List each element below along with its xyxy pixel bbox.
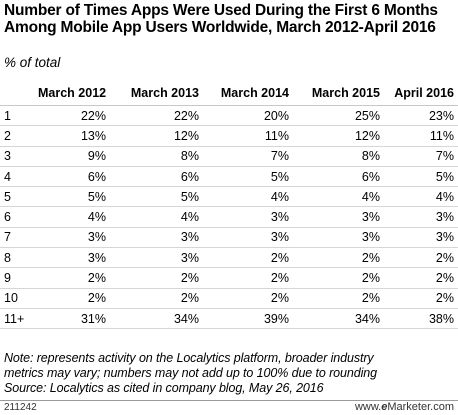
notes: Note: represents activity on the Localyt… [4, 351, 456, 396]
table-cell: 34% [289, 308, 380, 330]
table-cell: 31% [38, 308, 109, 330]
table-cell: 4% [199, 186, 289, 208]
row-label: 9 [0, 267, 38, 289]
table-cell: 3% [38, 247, 109, 269]
table-row: 9 2% 2% 2% 2% 2% [0, 267, 458, 289]
table-cell: 5% [109, 186, 199, 208]
table-row: 8 3% 3% 2% 2% 2% [0, 247, 458, 269]
note-line: metrics may vary; numbers may not add up… [4, 366, 377, 380]
table-cell: 39% [199, 308, 289, 330]
table-cell: 2% [199, 247, 289, 269]
table-cell: 4% [109, 206, 199, 228]
table-cell: 2% [38, 288, 109, 309]
table-cell: 5% [199, 166, 289, 188]
column-header: March 2015 [289, 81, 380, 106]
table-cell: 5% [380, 166, 458, 188]
table-row: 4 6% 6% 5% 6% 5% [0, 166, 458, 188]
column-header: April 2016 [380, 81, 458, 106]
header-row: March 2012 March 2013 March 2014 March 2… [0, 81, 458, 106]
table-row: 10 2% 2% 2% 2% 2% [0, 288, 458, 309]
table-row: 1 22% 22% 20% 25% 23% [0, 105, 458, 127]
table-cell: 22% [109, 105, 199, 127]
table-cell: 11% [380, 125, 458, 147]
brand-prefix: www. [354, 401, 382, 413]
table-row: 3 9% 8% 7% 8% 7% [0, 146, 458, 167]
table-cell: 4% [38, 206, 109, 228]
table-cell: 2% [109, 267, 199, 289]
table-cell: 2% [380, 267, 458, 289]
table-cell: 2% [380, 247, 458, 269]
table-cell: 3% [289, 206, 380, 228]
table-cell: 22% [38, 105, 109, 127]
row-label: 11+ [0, 308, 38, 330]
table-cell: 34% [109, 308, 199, 330]
table-cell: 6% [38, 166, 109, 188]
table-cell: 25% [289, 105, 380, 127]
chart-title: Number of Times Apps Were Used During th… [4, 2, 438, 36]
table-row: 7 3% 3% 3% 3% 3% [0, 227, 458, 249]
table-cell: 2% [38, 267, 109, 289]
table-cell: 8% [289, 146, 380, 167]
table-cell: 2% [289, 247, 380, 269]
table-cell: 9% [38, 146, 109, 167]
table-cell: 3% [380, 206, 458, 228]
row-label: 4 [0, 166, 38, 188]
table-cell: 2% [289, 267, 380, 289]
table-cell: 5% [38, 186, 109, 208]
table-row: 2 13% 12% 11% 12% 11% [0, 125, 458, 147]
table-cell: 3% [199, 227, 289, 249]
table-cell: 7% [380, 146, 458, 167]
table-cell: 38% [380, 308, 458, 330]
column-header: March 2013 [109, 81, 199, 106]
table-row: 6 4% 4% 3% 3% 3% [0, 206, 458, 228]
table-cell: 12% [109, 125, 199, 147]
table-cell: 7% [199, 146, 289, 167]
table-cell: 3% [38, 227, 109, 249]
source-line: Source: Localytics as cited in company b… [4, 381, 324, 395]
table-cell: 2% [199, 267, 289, 289]
row-label: 1 [0, 105, 38, 127]
table-cell: 2% [109, 288, 199, 309]
row-label: 7 [0, 227, 38, 249]
table-cell: 13% [38, 125, 109, 147]
table-row: 11+ 31% 34% 39% 34% 38% [0, 308, 458, 330]
table-cell: 2% [199, 288, 289, 309]
table-cell: 3% [109, 247, 199, 269]
row-label: 3 [0, 146, 38, 167]
row-label: 6 [0, 206, 38, 228]
data-table: March 2012 March 2013 March 2014 March 2… [0, 81, 458, 330]
table-cell: 11% [199, 125, 289, 147]
table-cell: 12% [289, 125, 380, 147]
table-cell: 3% [109, 227, 199, 249]
table-cell: 20% [199, 105, 289, 127]
row-label: 8 [0, 247, 38, 269]
header-corner [0, 81, 38, 106]
note-line: Note: represents activity on the Localyt… [4, 351, 374, 365]
footer-divider [0, 400, 458, 401]
table-cell: 2% [289, 288, 380, 309]
table-cell: 6% [289, 166, 380, 188]
table-cell: 3% [199, 206, 289, 228]
table-cell: 3% [380, 227, 458, 249]
brand-e: e [381, 401, 388, 413]
brand-logo: www.eMarketer.com [355, 401, 454, 413]
table-cell: 6% [109, 166, 199, 188]
chart-subtitle: % of total [4, 55, 61, 70]
table-cell: 23% [380, 105, 458, 127]
table-cell: 2% [380, 288, 458, 309]
table-cell: 8% [109, 146, 199, 167]
table-cell: 3% [289, 227, 380, 249]
column-header: March 2012 [38, 81, 109, 106]
brand-name: Marketer.com [387, 401, 454, 413]
chart-id: 211242 [4, 402, 37, 413]
row-label: 5 [0, 186, 38, 208]
table-cell: 4% [380, 186, 458, 208]
row-label: 2 [0, 125, 38, 147]
column-header: March 2014 [199, 81, 289, 106]
row-label: 10 [0, 288, 38, 309]
table-cell: 4% [289, 186, 380, 208]
table-row: 5 5% 5% 4% 4% 4% [0, 186, 458, 208]
